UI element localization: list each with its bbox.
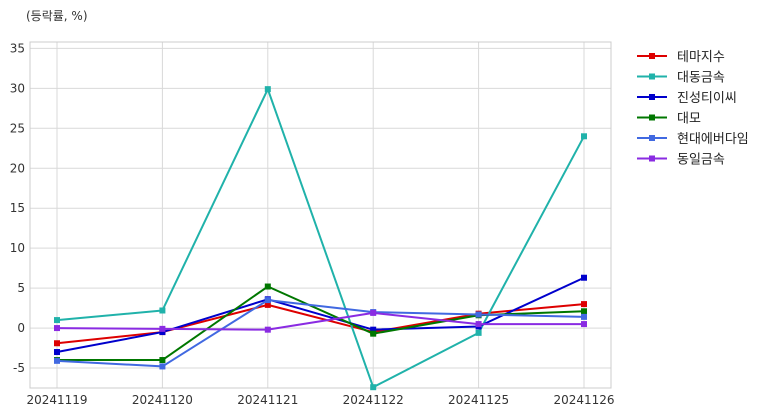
data-point-4-5 bbox=[581, 313, 587, 320]
series-line-4 bbox=[56, 299, 585, 368]
legend-marker-1 bbox=[649, 73, 655, 80]
x-tick-label-20241125: 20241125 bbox=[448, 393, 509, 407]
data-point-5-4 bbox=[475, 321, 482, 328]
y-tick-label-0: 0 bbox=[17, 321, 25, 335]
y-tick-label--5: -5 bbox=[13, 361, 25, 375]
data-point-1-2 bbox=[264, 86, 271, 93]
data-point-1-3 bbox=[370, 384, 377, 391]
x-axis-ticks: 20241119 20241120 20241121 20241122 20241125… bbox=[26, 393, 614, 407]
data-point-5-5 bbox=[581, 321, 587, 328]
legend-marker-5 bbox=[649, 155, 655, 162]
data-point-5-1 bbox=[159, 325, 166, 332]
data-point-2-1 bbox=[159, 329, 166, 336]
x-tick-label-20241121: 20241121 bbox=[237, 393, 298, 407]
legend-marker-2 bbox=[649, 94, 655, 100]
data-point-1-4 bbox=[475, 329, 482, 336]
series-4 bbox=[54, 297, 587, 370]
y-tick-label-20: 20 bbox=[10, 161, 25, 175]
data-point-3-2 bbox=[264, 283, 271, 290]
legend-label-2: 진성티이씨 bbox=[677, 91, 737, 106]
series-5 bbox=[54, 309, 587, 333]
legend-label-1: 대동금속 bbox=[677, 71, 725, 86]
data-point-5-2 bbox=[264, 326, 271, 333]
series-line-1 bbox=[56, 88, 585, 389]
x-tick-label-20241119: 20241119 bbox=[26, 393, 87, 407]
legend-marker-4 bbox=[649, 135, 655, 141]
series-line-0 bbox=[56, 303, 585, 345]
plot-area bbox=[29, 41, 612, 389]
legend-marker-3 bbox=[649, 114, 655, 121]
y-tick-label-10: 10 bbox=[10, 241, 25, 255]
data-point-2-3 bbox=[370, 326, 377, 333]
y-tick-label-35: 35 bbox=[10, 41, 25, 55]
data-point-3-5 bbox=[581, 308, 587, 315]
data-point-1-5 bbox=[581, 133, 587, 140]
legend-marker-0 bbox=[649, 53, 655, 59]
x-tick-label-20241126: 20241126 bbox=[553, 393, 614, 407]
series-1 bbox=[54, 86, 587, 391]
legend-label-4: 현대에버다임 bbox=[677, 132, 749, 147]
y-tick-label-5: 5 bbox=[17, 281, 25, 295]
data-point-0-2 bbox=[264, 301, 271, 308]
y-axis-ticks: -5 0 5 10 15 20 25 30 35 bbox=[10, 41, 25, 375]
data-point-4-2 bbox=[264, 297, 271, 304]
data-point-3-3 bbox=[370, 330, 377, 337]
data-point-3-1 bbox=[159, 357, 166, 364]
data-point-1-1 bbox=[159, 307, 166, 314]
x-tick-label-20241122: 20241122 bbox=[343, 393, 404, 407]
data-point-4-0 bbox=[54, 357, 60, 364]
series-line-5 bbox=[56, 311, 584, 331]
legend-label-0: 테마지수 bbox=[677, 50, 725, 65]
legend-label-5: 동일금속 bbox=[677, 153, 725, 168]
data-point-0-5 bbox=[581, 301, 587, 308]
data-point-2-5 bbox=[581, 274, 587, 281]
data-point-4-1 bbox=[159, 363, 166, 370]
data-point-2-0 bbox=[54, 349, 60, 356]
y-tick-label-30: 30 bbox=[10, 81, 25, 95]
data-point-4-4 bbox=[475, 311, 482, 318]
data-point-0-0 bbox=[54, 340, 60, 347]
series bbox=[54, 86, 587, 391]
y-tick-label-25: 25 bbox=[10, 121, 25, 135]
y-axis-label: (등락률, %) bbox=[26, 9, 88, 23]
legend-label-3: 대모 bbox=[677, 112, 701, 127]
series-line-2 bbox=[56, 276, 585, 354]
data-point-1-0 bbox=[54, 317, 60, 324]
data-point-5-0 bbox=[54, 325, 60, 332]
x-tick-label-20241120: 20241120 bbox=[132, 393, 193, 407]
y-tick-label-15: 15 bbox=[10, 201, 25, 215]
data-point-5-3 bbox=[370, 309, 377, 316]
